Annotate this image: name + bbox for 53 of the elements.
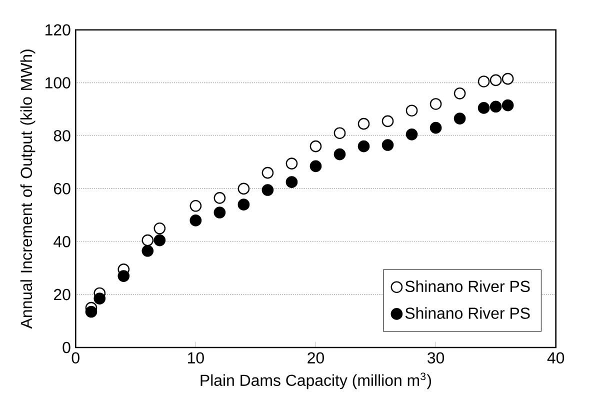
point [502, 99, 514, 112]
y-tick-label: 0 [62, 342, 70, 353]
x-tick-label: 20 [308, 352, 324, 364]
point [478, 102, 490, 114]
point [430, 98, 442, 110]
point [142, 234, 154, 246]
point [490, 74, 502, 86]
point [262, 166, 274, 179]
y-tick-label: 100 [46, 77, 70, 88]
point [238, 198, 250, 210]
x-tick-label: 0 [72, 352, 80, 364]
x-tick-label: 40 [547, 352, 564, 364]
y-tick-label: 20 [54, 288, 70, 300]
point [334, 148, 346, 160]
point [334, 127, 346, 139]
point [85, 306, 98, 318]
point [310, 160, 322, 172]
point [430, 122, 442, 134]
point [310, 140, 322, 152]
point [358, 140, 370, 152]
point [238, 182, 250, 194]
point [190, 200, 202, 212]
point [454, 87, 466, 100]
y-tick-label: 40 [54, 236, 70, 248]
point [118, 270, 130, 282]
point [190, 214, 202, 226]
point [358, 118, 370, 130]
point [406, 104, 418, 116]
y-tick-label: 60 [54, 182, 70, 194]
point [286, 157, 298, 170]
point [478, 75, 490, 88]
point [490, 100, 502, 112]
point [262, 184, 274, 196]
point [214, 206, 226, 218]
point [406, 128, 418, 140]
y-tick-label: 120 [46, 24, 70, 36]
point [214, 192, 226, 204]
y-tick-label: 80 [54, 130, 70, 142]
point [454, 112, 466, 124]
legend-label: Shinano River PS [405, 307, 530, 319]
point [382, 138, 394, 151]
point [382, 115, 394, 127]
legend-label: Shinano River PS [405, 280, 530, 292]
x-tick-label: 10 [188, 352, 204, 364]
point [502, 72, 514, 85]
x-tick-label: 30 [428, 352, 444, 364]
y-axis-title: Annual Increment of Output (kilo MWh) [20, 50, 36, 329]
point [154, 234, 166, 246]
point [154, 222, 166, 234]
point [142, 244, 154, 257]
point [286, 176, 298, 188]
point [94, 292, 106, 304]
x-axis-title: Plain Dams Capacity (million m$^{3}$) [200, 372, 432, 389]
